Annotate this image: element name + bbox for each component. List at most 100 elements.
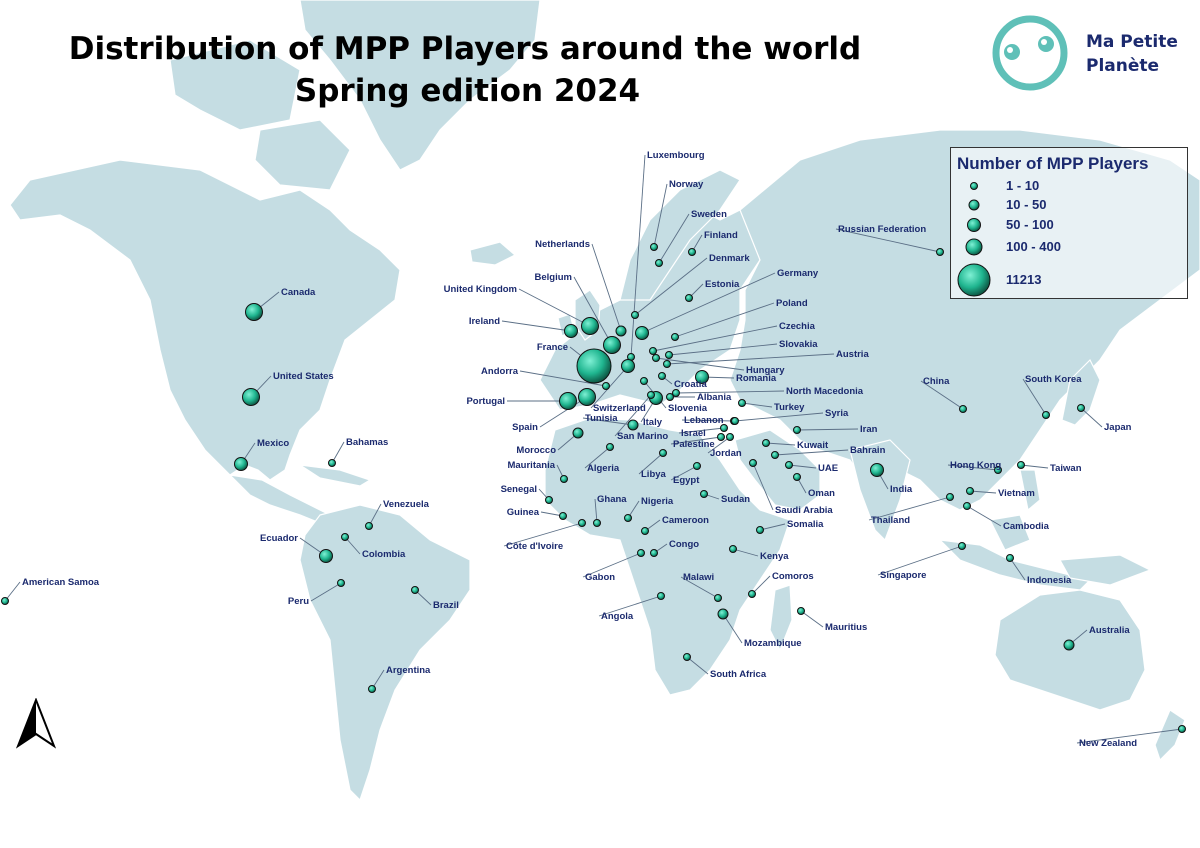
country-bubble-argentina — [368, 685, 376, 693]
country-bubble-romania — [695, 370, 709, 384]
country-bubble-bahamas — [328, 459, 336, 467]
south-america-landmass — [299, 504, 471, 802]
country-label-kenya: Kenya — [760, 551, 789, 562]
country-label-denmark: Denmark — [709, 253, 750, 264]
country-label-palestine: Palestine — [673, 439, 715, 450]
country-bubble-china — [959, 405, 967, 413]
country-bubble-malawi — [714, 594, 722, 602]
leader-line-germany — [641, 272, 776, 334]
new-zealand-landmass — [1154, 709, 1186, 762]
country-label-argentina: Argentina — [386, 665, 431, 676]
leader-line-hungary — [655, 357, 745, 371]
north-arrow-icon — [15, 698, 57, 749]
leader-line-lebanon — [681, 419, 735, 422]
country-bubble-taiwan — [1017, 461, 1025, 469]
country-bubble-singapore — [958, 542, 966, 550]
country-label-algeria: Algeria — [587, 463, 620, 474]
legend-label-5: 11213 — [1006, 272, 1042, 287]
map-legend: Number of MPP Players 1 - 10 10 - 50 50 … — [950, 147, 1188, 299]
country-bubble-thailand — [946, 493, 954, 501]
country-bubble-spain — [578, 388, 596, 406]
country-bubble-turkey — [738, 399, 746, 407]
country-bubble-mauritius — [797, 607, 805, 615]
borneo-landmass — [989, 514, 1031, 551]
leader-line-cote-d-ivoire — [503, 522, 583, 547]
country-label-romania: Romania — [736, 373, 777, 384]
country-bubble-san-marino — [647, 391, 655, 399]
arctic-islands-landmass — [169, 39, 301, 131]
country-label-indonesia: Indonesia — [1027, 575, 1072, 586]
country-bubble-vietnam — [966, 487, 974, 495]
country-label-iran: Iran — [860, 424, 878, 435]
country-label-vietnam: Vietnam — [998, 488, 1035, 499]
greenland-landmass — [299, 0, 541, 171]
leader-line-united-kingdom — [518, 288, 591, 327]
leader-line-malawi — [680, 576, 719, 599]
leader-line-comoros — [751, 575, 771, 595]
leader-line-slovakia — [668, 343, 778, 356]
country-bubble-north-macedonia — [672, 389, 680, 397]
leader-line-new-zealand — [1076, 728, 1183, 744]
country-bubble-estonia — [685, 294, 693, 302]
leader-line-uae — [788, 464, 817, 469]
country-label-albania: Albania — [697, 392, 732, 403]
country-bubble-canada — [245, 303, 263, 321]
country-label-hong-kong: Hong Kong — [950, 460, 1001, 471]
country-bubble-saudi-arabia — [749, 459, 757, 467]
country-label-congo: Congo — [669, 539, 699, 550]
country-bubble-palestine — [717, 433, 725, 441]
leader-line-hong-kong — [947, 464, 999, 471]
caribbean-landmass — [299, 464, 372, 487]
country-label-libya: Libya — [641, 469, 667, 480]
country-label-slovakia: Slovakia — [779, 339, 818, 350]
japan-landmass — [1061, 358, 1101, 426]
country-label-united-states: United States — [273, 371, 334, 382]
leader-line-san-marino — [614, 394, 652, 437]
leader-line-czechia — [652, 325, 778, 352]
logo-text-line1: Ma Petite — [1086, 32, 1178, 52]
country-label-bahrain: Bahrain — [850, 445, 886, 456]
leader-line-japan — [1080, 407, 1103, 428]
country-bubble-cambodia — [963, 502, 971, 510]
country-label-turkey: Turkey — [774, 402, 805, 413]
country-bubble-ireland — [564, 324, 578, 338]
leader-line-israel — [678, 427, 725, 434]
country-bubble-austria — [663, 360, 671, 368]
country-label-syria: Syria — [825, 408, 849, 419]
leader-line-angola — [598, 595, 662, 617]
leader-line-luxembourg — [630, 154, 646, 358]
country-bubble-peru — [337, 579, 345, 587]
country-bubble-syria — [731, 417, 739, 425]
country-bubble-iran — [793, 426, 801, 434]
country-label-new-zealand: New Zealand — [1079, 738, 1137, 749]
country-label-cameroon: Cameroon — [662, 515, 709, 526]
leader-line-andorra — [519, 370, 607, 387]
country-label-guinea: Guinea — [507, 507, 540, 518]
leader-line-kenya — [732, 548, 759, 557]
leader-line-singapore — [877, 545, 963, 576]
country-bubble-czechia — [649, 347, 657, 355]
country-label-venezuela: Venezuela — [383, 499, 430, 510]
country-label-russian-federation: Russian Federation — [838, 224, 926, 235]
country-label-nigeria: Nigeria — [641, 496, 674, 507]
country-label-china: China — [923, 376, 950, 387]
leader-line-american-samoa — [4, 581, 21, 602]
country-bubble-finland — [688, 248, 696, 256]
country-label-angola: Angola — [601, 611, 634, 622]
country-label-south-korea: South Korea — [1025, 374, 1082, 385]
country-bubble-united-kingdom — [581, 317, 599, 335]
country-bubble-mauritania — [560, 475, 568, 483]
country-label-spain: Spain — [512, 422, 538, 433]
country-label-hungary: Hungary — [746, 365, 785, 376]
country-bubble-croatia — [658, 372, 666, 380]
country-bubble-poland — [671, 333, 679, 341]
country-label-peru: Peru — [288, 596, 309, 607]
legend-symbol-2 — [968, 199, 980, 211]
leader-line-belgium — [573, 276, 613, 346]
country-label-uae: UAE — [818, 463, 838, 474]
central-america-landmass — [228, 474, 331, 526]
country-bubbles — [1, 243, 1186, 733]
country-label-slovenia: Slovenia — [668, 403, 708, 414]
country-bubble-venezuela — [365, 522, 373, 530]
country-bubble-ghana — [593, 519, 601, 527]
